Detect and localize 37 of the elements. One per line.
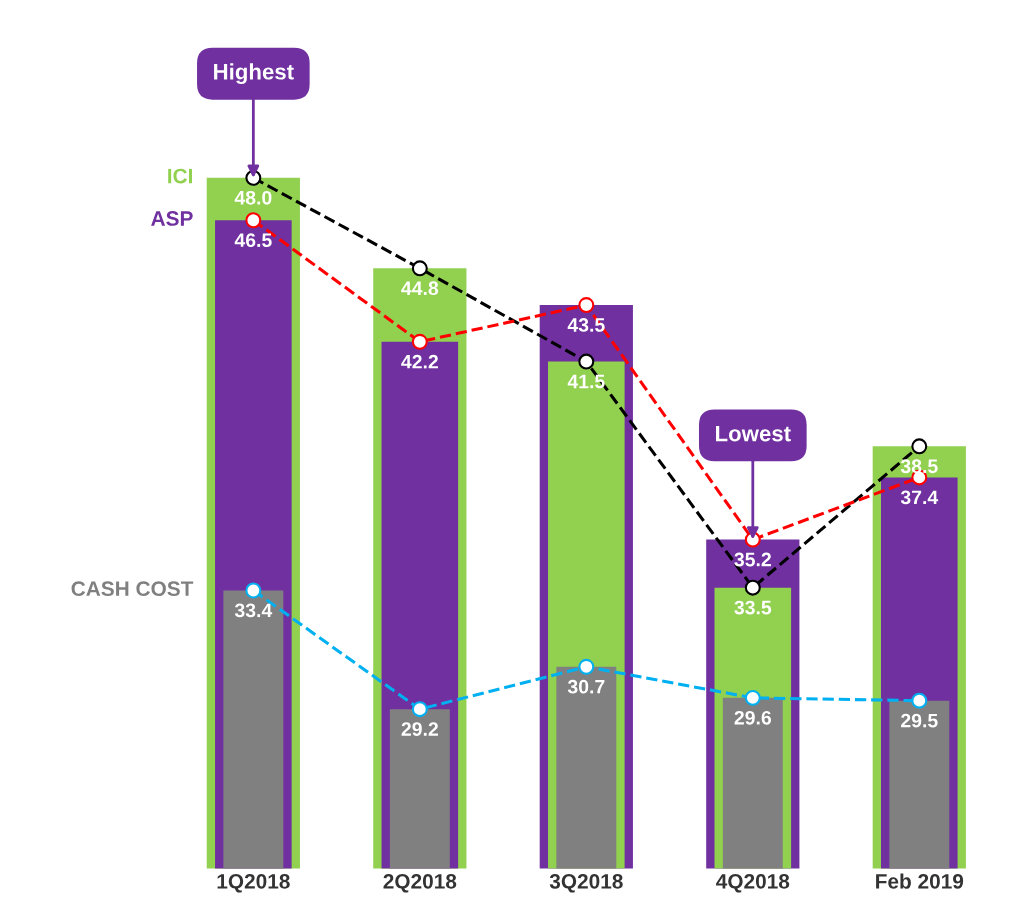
annotation: Lowest <box>716 425 791 442</box>
series-label: CASH COST <box>71 581 194 597</box>
data-label: 35.2 <box>734 552 771 567</box>
point <box>578 353 595 370</box>
point <box>411 260 428 277</box>
annotation: Highest <box>214 63 294 85</box>
data-label: 38.5 <box>900 459 938 474</box>
x-tick-label: 3Q2018 <box>549 873 623 893</box>
point <box>578 297 595 314</box>
point <box>411 701 428 718</box>
x-tick-label: Feb 2019 <box>876 873 964 889</box>
point <box>245 582 262 599</box>
point <box>245 212 262 229</box>
point <box>911 692 928 709</box>
data-label: 29.2 <box>401 722 438 736</box>
data-label: 46.5 <box>234 233 272 248</box>
data-label: 42.2 <box>401 354 438 369</box>
data-label: 33.4 <box>234 603 273 618</box>
x-tick-label: 1Q2018 <box>217 873 290 893</box>
point <box>744 579 761 596</box>
data-label: 29.6 <box>734 710 772 725</box>
point <box>411 333 428 350</box>
data-label: 29.5 <box>901 713 938 728</box>
data-label: 41.5 <box>567 374 605 389</box>
data-label: 48.0 <box>234 190 272 205</box>
data-label: 44.8 <box>401 281 439 296</box>
series-label: ICI <box>168 168 193 184</box>
data-label: 33.5 <box>734 600 772 615</box>
x-tick-label: 4Q2018 <box>716 873 790 893</box>
x-tick-label: 2Q2018 <box>383 873 457 893</box>
point <box>744 689 761 706</box>
point <box>911 438 928 455</box>
series-label: ASP <box>151 211 193 226</box>
point <box>578 658 595 675</box>
data-label: 43.5 <box>567 318 605 332</box>
data-label: 37.4 <box>900 490 939 505</box>
data-label: 30.7 <box>567 679 605 694</box>
